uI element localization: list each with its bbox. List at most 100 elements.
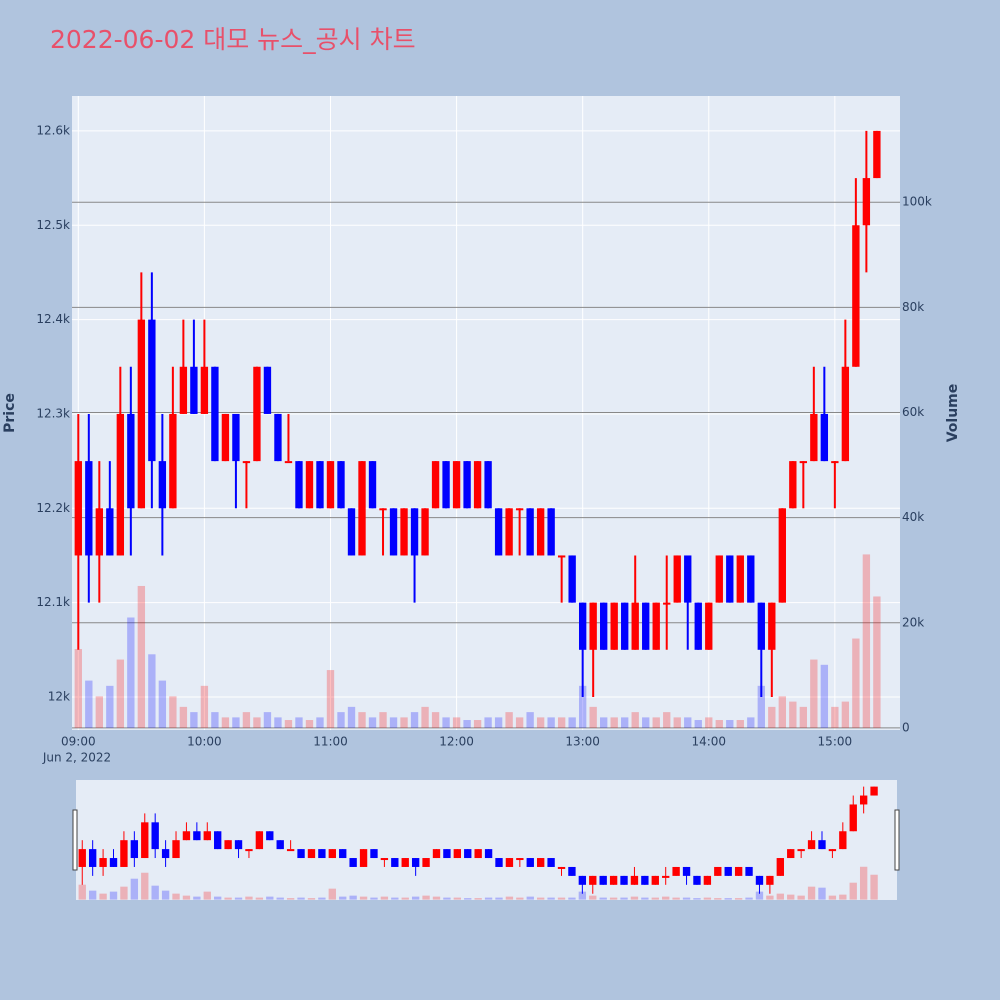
candle-body bbox=[211, 366, 219, 462]
candle-body-mini bbox=[578, 875, 587, 885]
volume-bar-mini bbox=[505, 896, 514, 900]
candle-body-mini bbox=[443, 849, 451, 859]
candle-body bbox=[694, 602, 702, 650]
volume-bar-mini bbox=[120, 886, 128, 900]
candle-body bbox=[305, 461, 314, 509]
candle-body-mini bbox=[839, 831, 847, 850]
candle-body-mini bbox=[380, 858, 389, 861]
volume-bar-mini bbox=[703, 897, 712, 900]
volume-bar bbox=[526, 712, 534, 728]
volume-bar-mini bbox=[516, 897, 524, 900]
candle-body-mini bbox=[766, 875, 774, 885]
candle-body bbox=[536, 508, 545, 556]
volume-bar bbox=[810, 659, 818, 728]
volume-bar-mini bbox=[182, 895, 191, 900]
volume-bar-mini bbox=[286, 898, 295, 900]
candle-body bbox=[726, 555, 734, 603]
candle-body bbox=[137, 319, 146, 509]
volume-bar-mini bbox=[526, 896, 534, 900]
volume-bar-mini bbox=[651, 897, 659, 900]
candle-body bbox=[85, 461, 93, 556]
volume-bar-mini bbox=[578, 891, 587, 900]
volume-bar-mini bbox=[401, 897, 409, 900]
volume-bar-mini bbox=[839, 894, 847, 900]
candle-body-mini bbox=[370, 849, 378, 859]
volume-bar-mini bbox=[443, 897, 451, 900]
volume-bar bbox=[747, 717, 755, 728]
candle-body-mini bbox=[859, 795, 868, 805]
volume-bar-mini bbox=[682, 897, 691, 900]
candle-body bbox=[810, 413, 818, 462]
volume-bar-mini bbox=[328, 888, 336, 900]
candle-body bbox=[484, 461, 492, 509]
candle-body-mini bbox=[776, 858, 784, 876]
volume-bar-mini bbox=[818, 887, 826, 900]
volume-bar-mini bbox=[172, 893, 180, 900]
volume-bar-mini bbox=[359, 896, 368, 900]
candle-body-mini bbox=[516, 858, 524, 861]
volume-bar-mini bbox=[797, 895, 805, 900]
candle-body bbox=[473, 461, 482, 509]
volume-bar bbox=[621, 717, 629, 728]
candle-body-mini bbox=[672, 866, 680, 876]
candle-body-mini bbox=[307, 849, 316, 859]
range-handle-right[interactable] bbox=[894, 809, 900, 871]
volume-bar bbox=[600, 717, 608, 728]
volume-bar-mini bbox=[411, 896, 420, 900]
candle-body-mini bbox=[286, 849, 295, 852]
candle-body bbox=[127, 413, 135, 509]
x-tick-label: 15:00 bbox=[818, 735, 853, 749]
volume-bar-mini bbox=[307, 898, 316, 900]
candle-body bbox=[242, 461, 251, 464]
candle-body-mini bbox=[161, 849, 170, 859]
volume-bar-mini bbox=[568, 897, 576, 900]
volume-bar-mini bbox=[589, 895, 597, 900]
volume-bar bbox=[358, 712, 366, 728]
candle-body-mini bbox=[495, 858, 503, 867]
volume-bar-mini bbox=[766, 895, 774, 900]
x-tick-label: 09:00 bbox=[61, 735, 96, 749]
candle-body-mini bbox=[557, 866, 566, 869]
x-date-label: Jun 2, 2022 bbox=[42, 751, 111, 765]
volume-bar-mini bbox=[224, 897, 232, 900]
x-tick-label: 11:00 bbox=[313, 735, 348, 749]
candle-body bbox=[200, 366, 209, 414]
candle-body bbox=[705, 602, 713, 650]
volume-bar bbox=[799, 706, 808, 728]
candle-body-mini bbox=[130, 840, 139, 859]
candle-body bbox=[316, 461, 324, 509]
y-tick-label: 12.1k bbox=[36, 595, 70, 609]
candle-body bbox=[368, 461, 377, 509]
candle-body-mini bbox=[141, 822, 149, 859]
candle-body bbox=[715, 555, 723, 603]
volume-bar-mini bbox=[599, 897, 607, 900]
volume-bar bbox=[652, 717, 660, 728]
volume-bar-mini bbox=[422, 895, 430, 900]
candle-body-mini bbox=[78, 849, 86, 867]
candle-body bbox=[274, 413, 282, 462]
x-tick-label: 12:00 bbox=[439, 735, 474, 749]
x-tick-label: 13:00 bbox=[565, 735, 600, 749]
volume-bar-mini bbox=[630, 896, 639, 900]
candle-body-mini bbox=[318, 849, 326, 859]
volume-bar bbox=[211, 712, 219, 728]
volume-bar bbox=[274, 717, 282, 728]
volume-bar bbox=[873, 596, 881, 728]
volume-bar bbox=[190, 712, 198, 728]
candle-body-mini bbox=[662, 875, 670, 878]
candle-body-mini bbox=[214, 831, 222, 850]
volume-bar bbox=[253, 717, 261, 728]
candle-body bbox=[421, 508, 429, 556]
volume-bar-mini bbox=[151, 885, 159, 900]
volume-bar bbox=[736, 720, 744, 728]
volume-bar bbox=[757, 685, 765, 728]
volume-bar bbox=[127, 617, 135, 728]
candle-body-mini bbox=[255, 831, 264, 850]
candle-body bbox=[663, 602, 671, 605]
volume-bar bbox=[305, 720, 314, 728]
candle-body-mini bbox=[505, 858, 514, 867]
candle-body bbox=[442, 461, 450, 509]
volume-bar bbox=[578, 685, 587, 728]
range-handle-left[interactable] bbox=[72, 809, 78, 871]
candle-body bbox=[326, 461, 335, 509]
